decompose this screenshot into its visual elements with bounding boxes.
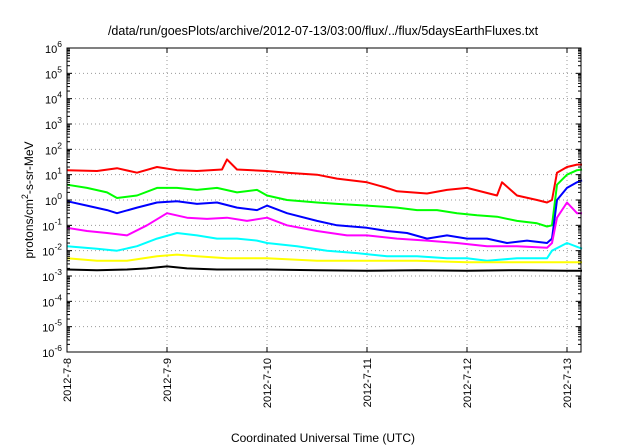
- chart-title: /data/run/goesPlots/archive/2012-07-13/0…: [108, 24, 539, 38]
- y-axis-label: protons/cm2-s-sr-MeV: [20, 141, 36, 258]
- series-layer: [66, 158, 583, 272]
- series-line-1: [66, 158, 582, 204]
- y-tick-label: 100: [45, 191, 62, 208]
- y-tick-label: 10-4: [42, 292, 62, 309]
- x-tick-label: 2012-7-13: [562, 358, 574, 408]
- series-line-5: [66, 232, 583, 262]
- x-tick-labels: 2012-7-8 2012-7-9 2012-7-10 2012-7-11 2012-7…: [62, 358, 574, 408]
- x-tick-label: 2012-7-9: [162, 358, 174, 402]
- y-tick-label: 105: [45, 64, 62, 81]
- y-tick-label: 103: [45, 115, 62, 132]
- x-tick-label: 2012-7-11: [362, 358, 374, 407]
- y-tick-label: 106: [45, 39, 62, 56]
- y-tick-label: 10-3: [42, 267, 62, 284]
- x-tick-label: 2012-7-12: [462, 358, 474, 408]
- y-tick-label: 104: [45, 90, 62, 107]
- series-line-7: [66, 265, 582, 272]
- series-line-2: [66, 168, 583, 228]
- y-tick-labels: 10-6 10-5 10-4 10-3 10-2 10-1 100 101 102 103 104 1…: [42, 39, 62, 360]
- series-line-3: [66, 179, 583, 244]
- series-line-6: [66, 253, 582, 264]
- x-tick-label: 2012-7-8: [62, 358, 74, 402]
- y-tick-label: 101: [45, 166, 62, 183]
- x-tick-label: 2012-7-10: [262, 358, 274, 408]
- y-tick-label: 10-5: [42, 318, 62, 335]
- y-tick-label: 10-6: [42, 343, 62, 360]
- series-line-4: [66, 201, 582, 249]
- y-tick-label: 102: [45, 140, 62, 157]
- x-axis-label: Coordinated Universal Time (UTC): [231, 431, 415, 445]
- ticks: [66, 47, 581, 353]
- y-tick-label: 10-2: [42, 242, 62, 259]
- grid: [67, 48, 581, 352]
- y-tick-label: 10-1: [42, 216, 62, 233]
